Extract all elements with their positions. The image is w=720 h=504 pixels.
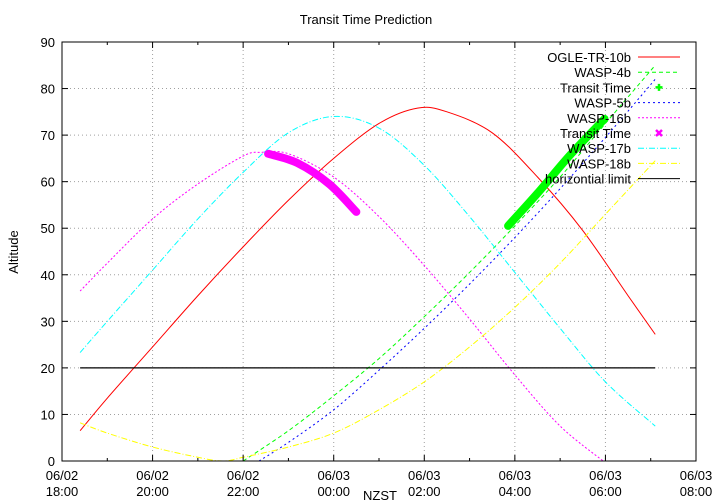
legend-label: WASP-16b bbox=[567, 111, 631, 126]
x-tick-time: 02:00 bbox=[408, 484, 441, 499]
x-tick-date: 06/03 bbox=[499, 468, 532, 483]
legend-label: Transit Time bbox=[560, 126, 631, 141]
y-axis-ticks: 0 10 20 30 40 50 60 70 80 90 bbox=[41, 35, 696, 469]
x-tick-time: 22:00 bbox=[227, 484, 260, 499]
series-wasp-16b bbox=[79, 150, 604, 462]
y-tick-label: 60 bbox=[41, 175, 55, 190]
x-tick-date: 06/03 bbox=[680, 468, 713, 483]
legend-plus-marker-icon bbox=[655, 83, 663, 91]
y-tick-label: 10 bbox=[41, 407, 55, 422]
transit-segment-5 bbox=[264, 149, 361, 216]
legend-cross-marker-icon bbox=[655, 129, 663, 137]
x-tick-date: 06/02 bbox=[46, 468, 79, 483]
chart-title: Transit Time Prediction bbox=[300, 12, 432, 27]
x-tick-date: 06/03 bbox=[408, 468, 441, 483]
legend-label: WASP-4b bbox=[574, 65, 631, 80]
legend-label: OGLE-TR-10b bbox=[547, 50, 631, 65]
legend-label: WASP-5b bbox=[574, 96, 631, 111]
x-tick-time: 18:00 bbox=[46, 484, 79, 499]
x-tick-time: 08:00 bbox=[680, 484, 713, 499]
x-tick-time: 20:00 bbox=[136, 484, 169, 499]
plot-series bbox=[79, 64, 656, 462]
legend-label: WASP-18b bbox=[567, 156, 631, 171]
series-ogle-tr-10b bbox=[79, 106, 656, 432]
series-wasp-18b bbox=[79, 160, 656, 462]
x-tick-date: 06/02 bbox=[136, 468, 169, 483]
y-tick-label: 40 bbox=[41, 268, 55, 283]
y-tick-label: 90 bbox=[41, 35, 55, 50]
legend-label: Transit Time bbox=[560, 80, 631, 95]
series-wasp-4b bbox=[242, 64, 656, 462]
y-tick-label: 70 bbox=[41, 128, 55, 143]
series-wasp-5b bbox=[258, 78, 656, 462]
x-axis-ticks: 06/0218:0006/0220:0006/0222:0006/0300:00… bbox=[46, 42, 713, 499]
legend-label: WASP-17b bbox=[567, 141, 631, 156]
x-tick-time: 00:00 bbox=[317, 484, 350, 499]
y-axis-label: Altitude bbox=[6, 230, 21, 273]
y-tick-label: 50 bbox=[41, 221, 55, 236]
x-tick-date: 06/03 bbox=[317, 468, 350, 483]
x-tick-time: 04:00 bbox=[499, 484, 532, 499]
y-tick-label: 80 bbox=[41, 82, 55, 97]
y-tick-label: 30 bbox=[41, 314, 55, 329]
x-tick-date: 06/03 bbox=[589, 468, 622, 483]
x-tick-date: 06/02 bbox=[227, 468, 260, 483]
y-tick-label: 0 bbox=[48, 454, 55, 469]
y-tick-label: 20 bbox=[41, 361, 55, 376]
legend-label: horizontial limit bbox=[545, 172, 631, 187]
x-axis-label: NZST bbox=[363, 488, 397, 503]
x-tick-time: 06:00 bbox=[589, 484, 622, 499]
transit-segment-2 bbox=[504, 114, 609, 230]
